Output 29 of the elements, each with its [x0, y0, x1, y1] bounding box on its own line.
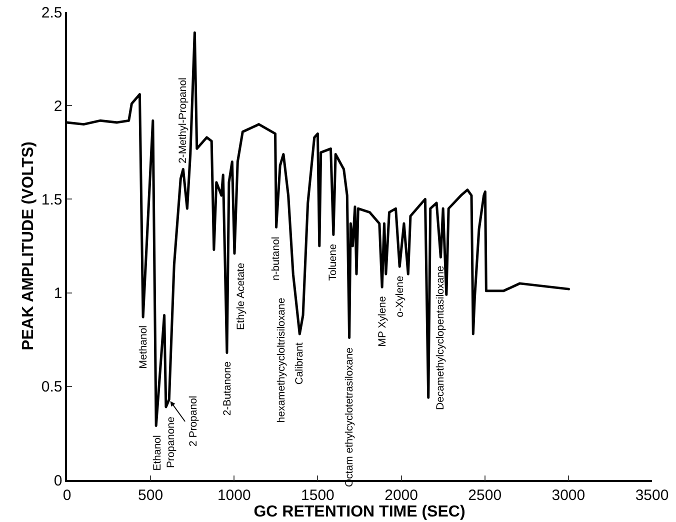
annotation: Propanone	[165, 416, 178, 468]
x-tick-label: 2000	[384, 486, 418, 504]
x-tick-label: 2500	[468, 486, 502, 504]
annotation: Methanol	[137, 325, 150, 369]
x-tick-label: 1500	[301, 486, 334, 504]
annotation: Calibrant	[294, 342, 306, 385]
annotation: MP Xylene	[376, 296, 388, 347]
annotation: 2 Propanol	[188, 396, 200, 447]
y-tick-label: 1	[54, 285, 62, 302]
y-tick-label: 0.5	[41, 378, 62, 396]
annotation: 2-Butanone	[221, 361, 234, 416]
y-tick-label: 1.5	[41, 191, 62, 208]
annotation: Toluene	[327, 244, 340, 281]
annotation: Ethyle Acetate	[234, 262, 247, 330]
annotation: Ethanol	[151, 435, 164, 471]
x-tick-label: 500	[138, 486, 164, 504]
x-tick-label: 3000	[552, 486, 586, 504]
y-tick-label: 2	[54, 98, 62, 115]
annotation: Decamethylcyclopentasiloxane	[434, 266, 446, 410]
annotation: o-Xylene	[394, 276, 406, 318]
y-tick-label: 2.5	[41, 4, 62, 22]
x-tick-label: 3500	[635, 486, 669, 504]
annotation: 2-Methyl-Propanol	[176, 78, 189, 164]
x-tick-label: 1000	[217, 486, 251, 504]
y-axis-title: PEAK AMPLITUDE (VOLTS)	[20, 142, 37, 350]
annotation: hexamethycycloltrisiloxane	[276, 298, 288, 423]
annotation: n-butanol	[270, 236, 282, 281]
x-axis-title: GC RETENTION TIME (SEC)	[254, 504, 466, 521]
y-tick-label: 0	[54, 472, 62, 490]
